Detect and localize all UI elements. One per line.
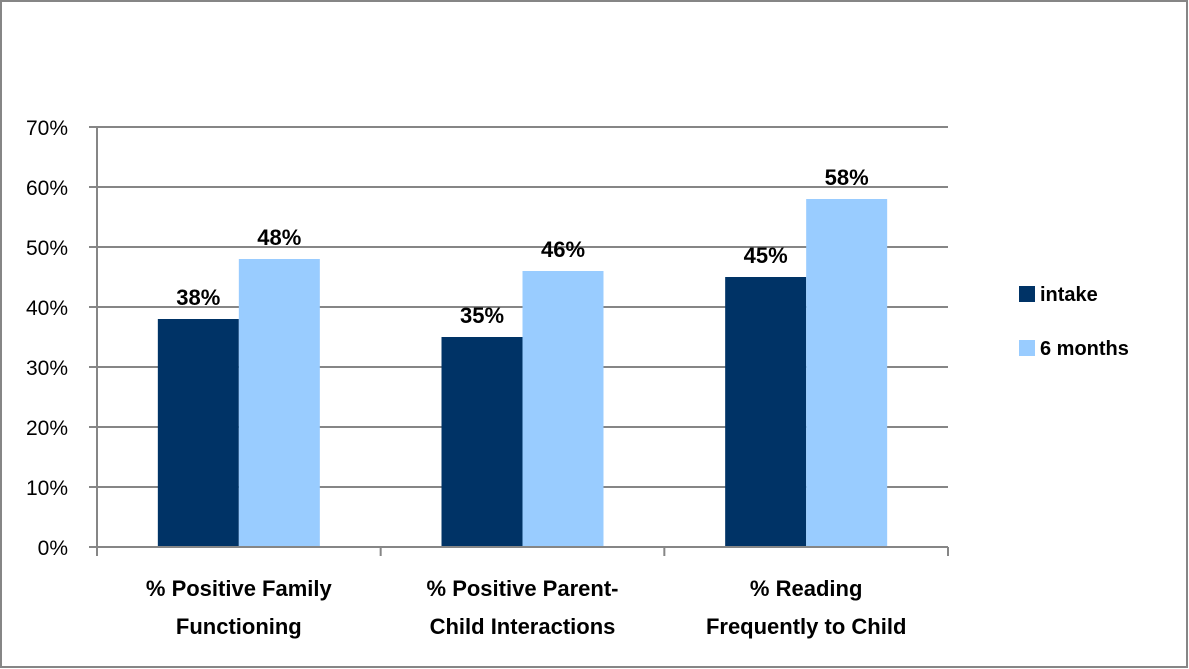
y-tick-label: 70% (26, 117, 68, 140)
category-label: Frequently to Child (706, 614, 906, 639)
y-tick-label: 50% (26, 237, 68, 260)
data-labels: 38% 48% 35% 46% 45% 58% (176, 165, 868, 328)
x-axis (96, 127, 949, 556)
category-label: Child Interactions (430, 614, 616, 639)
bar-intake-2 (725, 277, 807, 547)
bar-6-months-0 (238, 259, 320, 547)
category-label: % Positive Parent- (427, 576, 619, 601)
legend-label: 6 months (1040, 338, 1129, 360)
y-tick-label: 30% (26, 357, 68, 380)
category-label: Functioning (176, 614, 302, 639)
data-label: 48% (257, 225, 301, 250)
legend-swatch-intake (1019, 286, 1035, 302)
data-label: 35% (460, 303, 504, 328)
y-tick-label: 10% (26, 477, 68, 500)
legend-swatch-6-months (1019, 340, 1035, 356)
y-tick-label: 0% (38, 537, 68, 560)
data-label: 58% (825, 165, 869, 190)
data-label: 45% (744, 243, 788, 268)
category-labels: % Positive Family Functioning % Positive P… (146, 576, 906, 639)
y-tick-label: 60% (26, 177, 68, 200)
y-tick-label: 40% (26, 297, 68, 320)
bar-intake-0 (157, 319, 239, 547)
bar-6-months-2 (806, 199, 888, 547)
category-label: % Positive Family (146, 576, 333, 601)
bar-intake-1 (441, 337, 523, 547)
legend-label: intake (1040, 284, 1098, 306)
bars (157, 199, 888, 547)
data-label: 46% (541, 237, 585, 262)
bar-6-months-1 (522, 271, 604, 547)
legend: intake 6 months (1019, 284, 1129, 360)
y-axis-tick-labels: 0% 10% 20% 30% 40% 50% 60% 70% (26, 117, 68, 560)
category-label: % Reading (750, 576, 862, 601)
y-tick-label: 20% (26, 417, 68, 440)
data-label: 38% (176, 285, 220, 310)
